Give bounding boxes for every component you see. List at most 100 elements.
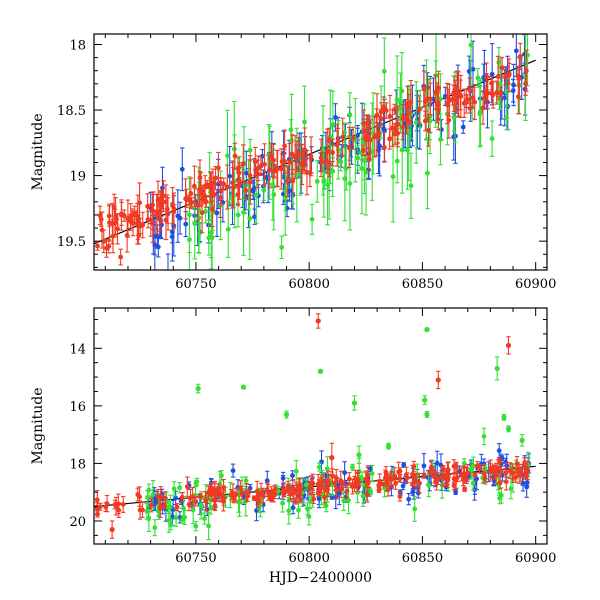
data-point (250, 182, 256, 200)
data-point (411, 460, 417, 473)
outlier-point (519, 434, 525, 447)
data-point (235, 202, 241, 228)
y-tick-label: 19.5 (57, 235, 86, 250)
data-point (177, 482, 183, 494)
x-tick-label: 60900 (515, 551, 556, 566)
data-point (412, 495, 418, 522)
data-point (189, 197, 195, 208)
data-point (378, 112, 384, 126)
data-point (281, 482, 287, 498)
outlier-point (494, 356, 500, 381)
data-point (202, 512, 207, 525)
data-point (269, 496, 275, 503)
data-point (478, 453, 484, 474)
data-point (346, 472, 352, 486)
data-point (288, 119, 294, 141)
data-point (118, 199, 124, 231)
data-point (308, 481, 314, 490)
data-point (383, 102, 389, 119)
data-point (205, 485, 211, 500)
x-tick-label: 60800 (288, 277, 329, 292)
data-point (491, 465, 496, 473)
data-point (368, 119, 373, 161)
data-point (506, 58, 512, 93)
data-point (95, 510, 100, 518)
data-point (199, 192, 205, 234)
data-point (436, 70, 441, 106)
data-point (170, 271, 175, 287)
data-point (231, 100, 237, 198)
data-point (140, 501, 145, 518)
data-point (175, 189, 181, 243)
data-point (174, 503, 180, 512)
data-point (136, 226, 142, 245)
data-point (434, 472, 439, 491)
data-point (478, 78, 484, 147)
data-point (316, 479, 322, 497)
data-point (395, 105, 401, 144)
y-tick-label: 18 (69, 457, 86, 472)
data-point (515, 65, 521, 87)
data-point (518, 468, 524, 482)
data-point (379, 481, 385, 487)
data-point (133, 210, 139, 221)
data-point (165, 253, 171, 270)
plot-frame (93, 33, 548, 271)
data-point (177, 201, 183, 235)
data-point (381, 131, 387, 163)
data-point (97, 205, 103, 226)
outlier-point (505, 425, 512, 433)
data-point (253, 161, 259, 179)
data-point (408, 79, 414, 125)
data-point (378, 102, 384, 120)
data-point (376, 126, 382, 141)
data-point (272, 484, 278, 494)
data-point (124, 218, 130, 253)
data-point (451, 459, 457, 474)
data-point (295, 484, 301, 493)
x-tick-label: 60750 (175, 551, 216, 566)
data-point (150, 191, 156, 231)
data-point (148, 497, 154, 513)
data-point (340, 117, 346, 157)
y-tick-label: 14 (69, 342, 86, 357)
x-tick-label: 60850 (402, 277, 443, 292)
data-point (179, 492, 185, 503)
outlier-point (109, 520, 115, 539)
data-point (364, 487, 370, 503)
data-point (179, 147, 185, 192)
data-point (240, 144, 246, 184)
data-point (428, 82, 433, 116)
data-point (191, 165, 197, 207)
data-point (243, 181, 249, 200)
data-point (184, 476, 190, 497)
data-point (309, 203, 315, 235)
data-point (397, 491, 403, 502)
data-point (489, 120, 495, 157)
data-point (221, 177, 227, 191)
data-point (155, 488, 161, 505)
data-point (245, 490, 251, 502)
data-point (352, 97, 358, 183)
data-point (460, 120, 466, 134)
data-point (361, 121, 367, 140)
data-point (355, 145, 361, 171)
data-point (406, 492, 412, 506)
data-point (224, 164, 230, 210)
outlier-point (501, 413, 507, 421)
data-point (467, 77, 473, 103)
data-point (346, 126, 352, 169)
data-point (385, 482, 391, 497)
data-point (258, 482, 264, 504)
data-point (302, 127, 308, 172)
data-point (433, 74, 438, 111)
data-point (387, 128, 393, 150)
data-point (255, 494, 261, 505)
data-point (350, 463, 355, 471)
data-point (279, 235, 285, 260)
data-point (140, 211, 146, 239)
data-point (243, 476, 249, 485)
data-point (392, 122, 398, 146)
data-point (218, 177, 224, 205)
data-point (109, 202, 115, 245)
